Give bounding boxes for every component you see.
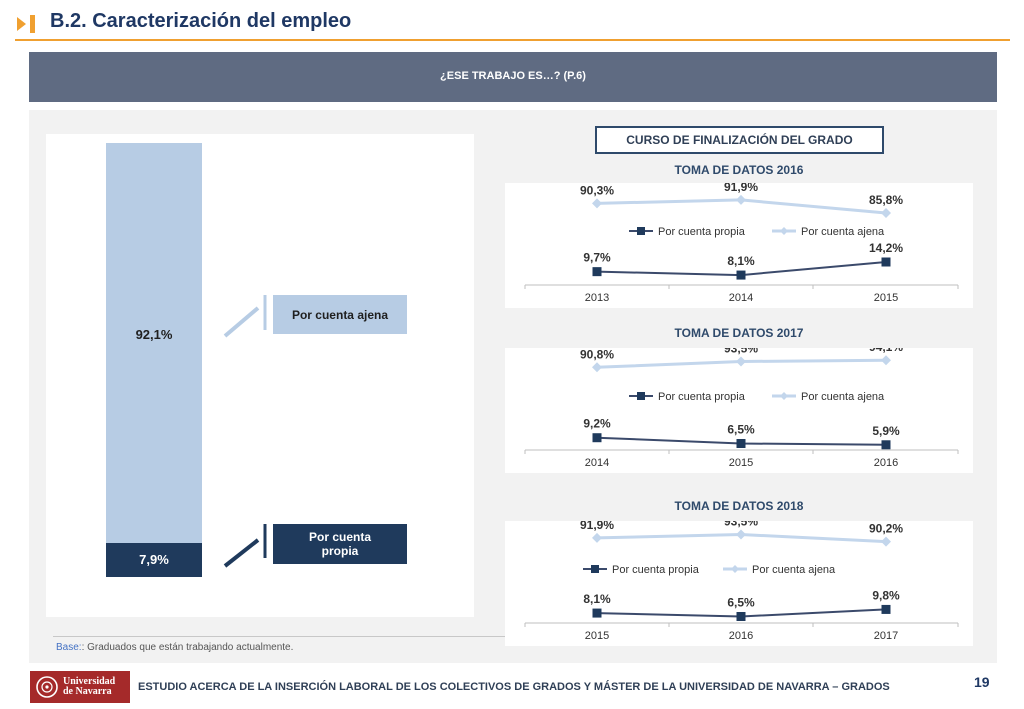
x-tick-label: 2015 [729,457,753,469]
legend-marker-ajena [731,565,739,573]
data-label-propia: 9,2% [583,417,611,431]
legend-label-ajena: Por cuenta ajena [801,391,885,403]
x-tick-label: 2016 [729,630,753,642]
point-ajena [736,194,746,205]
title-rule [15,39,1010,41]
line-chart-2017: 2014 2015 2016 90,8% 93,5% 94,1% 9,2% 6,5% 5,9% P… [505,348,973,473]
point-ajena [592,198,602,209]
title-marker-icon [17,15,35,33]
x-tick-label: 2014 [729,292,753,304]
category-box-ajena: Por cuenta ajena [273,295,407,334]
point-ajena [881,208,891,218]
question-header-text: ¿ESE TRABAJO ES…? (P.6) [440,70,586,82]
point-propia [592,433,602,443]
logo-line-2: de Navarra [63,686,112,697]
point-ajena [592,362,602,373]
data-label-propia: 9,7% [583,251,611,265]
logo-text: Universidad de Navarra [63,677,115,697]
point-propia [881,257,891,267]
legend-label-ajena: Por cuenta ajena [752,564,836,576]
question-header-bar [29,52,997,102]
data-label-propia: 5,9% [872,424,900,438]
base-note: Base:: Graduados que están trabajando ac… [56,642,293,653]
data-label-propia: 9,8% [872,588,900,602]
legend-marker-ajena [780,392,788,400]
point-ajena [736,356,746,367]
university-seal-icon [36,676,58,698]
data-label-propia: 8,1% [727,254,755,268]
legend-label-propia: Por cuenta propia [658,226,746,238]
data-label-propia: 6,5% [727,596,755,610]
point-propia [881,440,891,450]
chart-title-2016: TOMA DE DATOS 2016 [674,163,804,177]
bar-label-propia: 7,9% [139,551,169,567]
data-label-propia: 14,2% [869,241,903,255]
data-label-ajena: 91,9% [580,521,614,532]
data-label-ajena: 90,8% [580,348,614,361]
chart-title-2018: TOMA DE DATOS 2018 [674,499,804,513]
base-divider [53,636,505,637]
line-chart-2018: 2015 2016 2017 91,9% 93,5% 90,2% 8,1% 6,5% 9,8% P… [505,521,973,646]
right-section-title: CURSO DE FINALIZACIÓN DEL GRADO [595,126,884,154]
point-ajena [881,536,891,547]
x-tick-label: 2014 [585,457,609,469]
bar-label-ajena: 92,1% [135,326,173,342]
bar-connector-lines [223,295,267,568]
page-title: B.2. Caracterización del empleo [50,10,352,32]
legend-label-ajena: Por cuenta ajena [801,226,885,238]
logo-line-1: Universidad [63,676,116,687]
legend-marker-propia [637,227,645,235]
data-label-ajena: 85,8% [869,193,903,207]
point-propia [881,604,891,614]
point-propia [592,608,602,618]
x-tick-label: 2015 [874,292,898,304]
point-propia [736,439,746,448]
data-label-ajena: 90,2% [869,522,903,536]
category-box-propia: Por cuenta propia [273,524,407,564]
data-label-ajena: 90,3% [580,183,614,197]
x-tick-label: 2015 [585,630,609,642]
university-logo: Universidad de Navarra [30,671,130,703]
data-label-ajena: 91,9% [724,183,758,194]
point-propia [736,270,746,280]
legend-label-propia: Por cuenta propia [658,391,746,403]
line-chart-2016: 2013 2014 2015 90,3% 91,9% 85,8% 9,7% 8,1% 14,2%… [505,183,973,308]
legend-marker-propia [637,392,645,400]
data-label-ajena: 93,5% [724,521,758,529]
bar-segment-ajena [106,143,202,543]
legend-marker-ajena [780,227,788,235]
point-ajena [881,355,891,366]
data-label-ajena: 93,5% [724,348,758,356]
footer-text: ESTUDIO ACERCA DE LA INSERCIÓN LABORAL D… [138,681,890,693]
point-ajena [592,532,602,543]
base-text: : Graduados que están trabajando actualm… [81,642,294,653]
point-propia [736,612,746,621]
data-label-ajena: 94,1% [869,348,903,354]
page-number: 19 [974,674,990,690]
x-tick-label: 2016 [874,457,898,469]
x-tick-label: 2013 [585,292,609,304]
legend-marker-propia [591,565,599,573]
point-propia [592,267,602,277]
point-ajena [736,529,746,540]
chart-title-2017: TOMA DE DATOS 2017 [674,326,804,340]
data-label-propia: 6,5% [727,423,755,437]
base-prefix: Base: [56,642,82,653]
bar-segment-propia [106,542,202,577]
x-tick-label: 2017 [874,630,898,642]
legend-label-propia: Por cuenta propia [612,564,700,576]
data-label-propia: 8,1% [583,592,611,606]
